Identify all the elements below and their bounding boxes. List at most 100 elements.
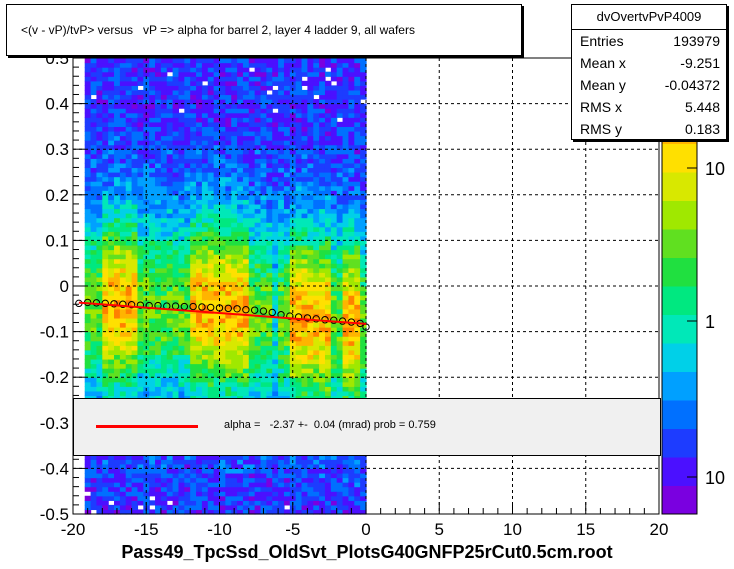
heat-cell (196, 144, 203, 150)
heat-cell (207, 149, 215, 155)
heat-cell (295, 181, 303, 187)
heat-cell (254, 190, 262, 196)
heat-cell (254, 468, 262, 474)
heat-cell (342, 327, 350, 333)
heat-cell (125, 62, 133, 68)
heat-cell (102, 67, 109, 73)
heat-cell (166, 244, 174, 251)
heat-cell (272, 363, 279, 369)
heat-cell (283, 381, 291, 387)
heat-cell (131, 208, 139, 214)
heat-cell (283, 144, 291, 150)
heat-cell (319, 126, 326, 132)
heat-cell (213, 327, 221, 333)
heat-cell (84, 149, 92, 155)
heat-cell (260, 222, 267, 228)
heat-cell (96, 203, 103, 210)
heat-cell (207, 89, 215, 96)
heat-cell (319, 217, 326, 223)
heat-cell (266, 76, 273, 82)
heat-cell (178, 94, 185, 100)
heat-cell (313, 126, 320, 132)
heat-cell (125, 454, 133, 460)
heat-cell (260, 203, 267, 210)
heat-cell (231, 258, 238, 264)
heat-cell (307, 58, 314, 64)
palette-band (662, 200, 697, 230)
heat-cell (213, 477, 221, 483)
heat-cell (172, 500, 180, 506)
heat-cell (319, 222, 326, 228)
heat-cell (190, 299, 197, 305)
heat-cell (225, 468, 232, 474)
heat-cell (96, 272, 103, 278)
heat-cell (96, 349, 103, 355)
heat-cell (155, 235, 162, 241)
heat-cell (242, 149, 250, 155)
heat-cell (119, 167, 127, 173)
heat-cell (336, 226, 344, 232)
heat-cell (360, 304, 367, 310)
heat-cell (102, 240, 109, 246)
heat-cell (114, 130, 121, 137)
heat-cell (219, 103, 226, 109)
heat-cell (207, 199, 215, 205)
heat-cell (190, 117, 197, 123)
heat-cell (125, 244, 133, 251)
heat-cell (213, 158, 221, 164)
heat-cell (348, 85, 355, 91)
heat-cell (207, 244, 215, 251)
stats-value: -9.251 (680, 55, 720, 71)
heat-cell (360, 263, 367, 269)
heat-cell (330, 58, 338, 64)
heat-cell (125, 213, 133, 219)
heat-cell (84, 363, 92, 369)
heat-cell (213, 258, 221, 264)
heat-cell (219, 468, 226, 474)
heat-cell (319, 249, 326, 255)
heat-cell (137, 172, 144, 178)
heat-cell (201, 208, 209, 214)
heat-cell (190, 162, 197, 169)
heat-cell (108, 62, 115, 68)
heat-cell (307, 349, 314, 355)
heat-cell (125, 94, 133, 100)
heat-cell (231, 331, 238, 337)
heat-cell (114, 190, 121, 196)
heat-cell (342, 267, 350, 273)
heat-cell (278, 144, 285, 150)
heat-cell (336, 377, 344, 383)
heat-cell (201, 340, 209, 346)
heat-cell (178, 336, 185, 342)
heat-cell (166, 217, 174, 223)
heat-cell (283, 244, 291, 251)
heat-cell (137, 176, 144, 182)
heat-cell (90, 254, 98, 260)
heat-cell (131, 504, 139, 511)
heat-cell (143, 354, 150, 360)
heat-cell (260, 158, 267, 164)
heat-cell (190, 231, 197, 237)
heat-cell (207, 390, 215, 397)
heat-cell (114, 103, 121, 109)
heat-cell (114, 208, 121, 214)
heat-cell (319, 167, 326, 173)
heat-cell (313, 463, 320, 469)
heat-cell (324, 390, 332, 397)
heat-cell (266, 126, 273, 132)
heat-cell (90, 281, 98, 287)
heat-cell (178, 272, 185, 278)
heat-cell (166, 390, 174, 397)
heat-cell (324, 349, 332, 355)
heat-cell (160, 308, 168, 314)
heat-cell (155, 185, 162, 191)
heat-cell (201, 504, 209, 511)
heat-cell (201, 299, 209, 305)
heat-cell (336, 267, 344, 273)
heat-cell (248, 130, 256, 137)
heat-cell (272, 468, 279, 474)
heat-cell (131, 281, 139, 287)
heat-cell (131, 185, 139, 191)
heat-cell (225, 331, 232, 337)
heat-cell (166, 153, 174, 159)
